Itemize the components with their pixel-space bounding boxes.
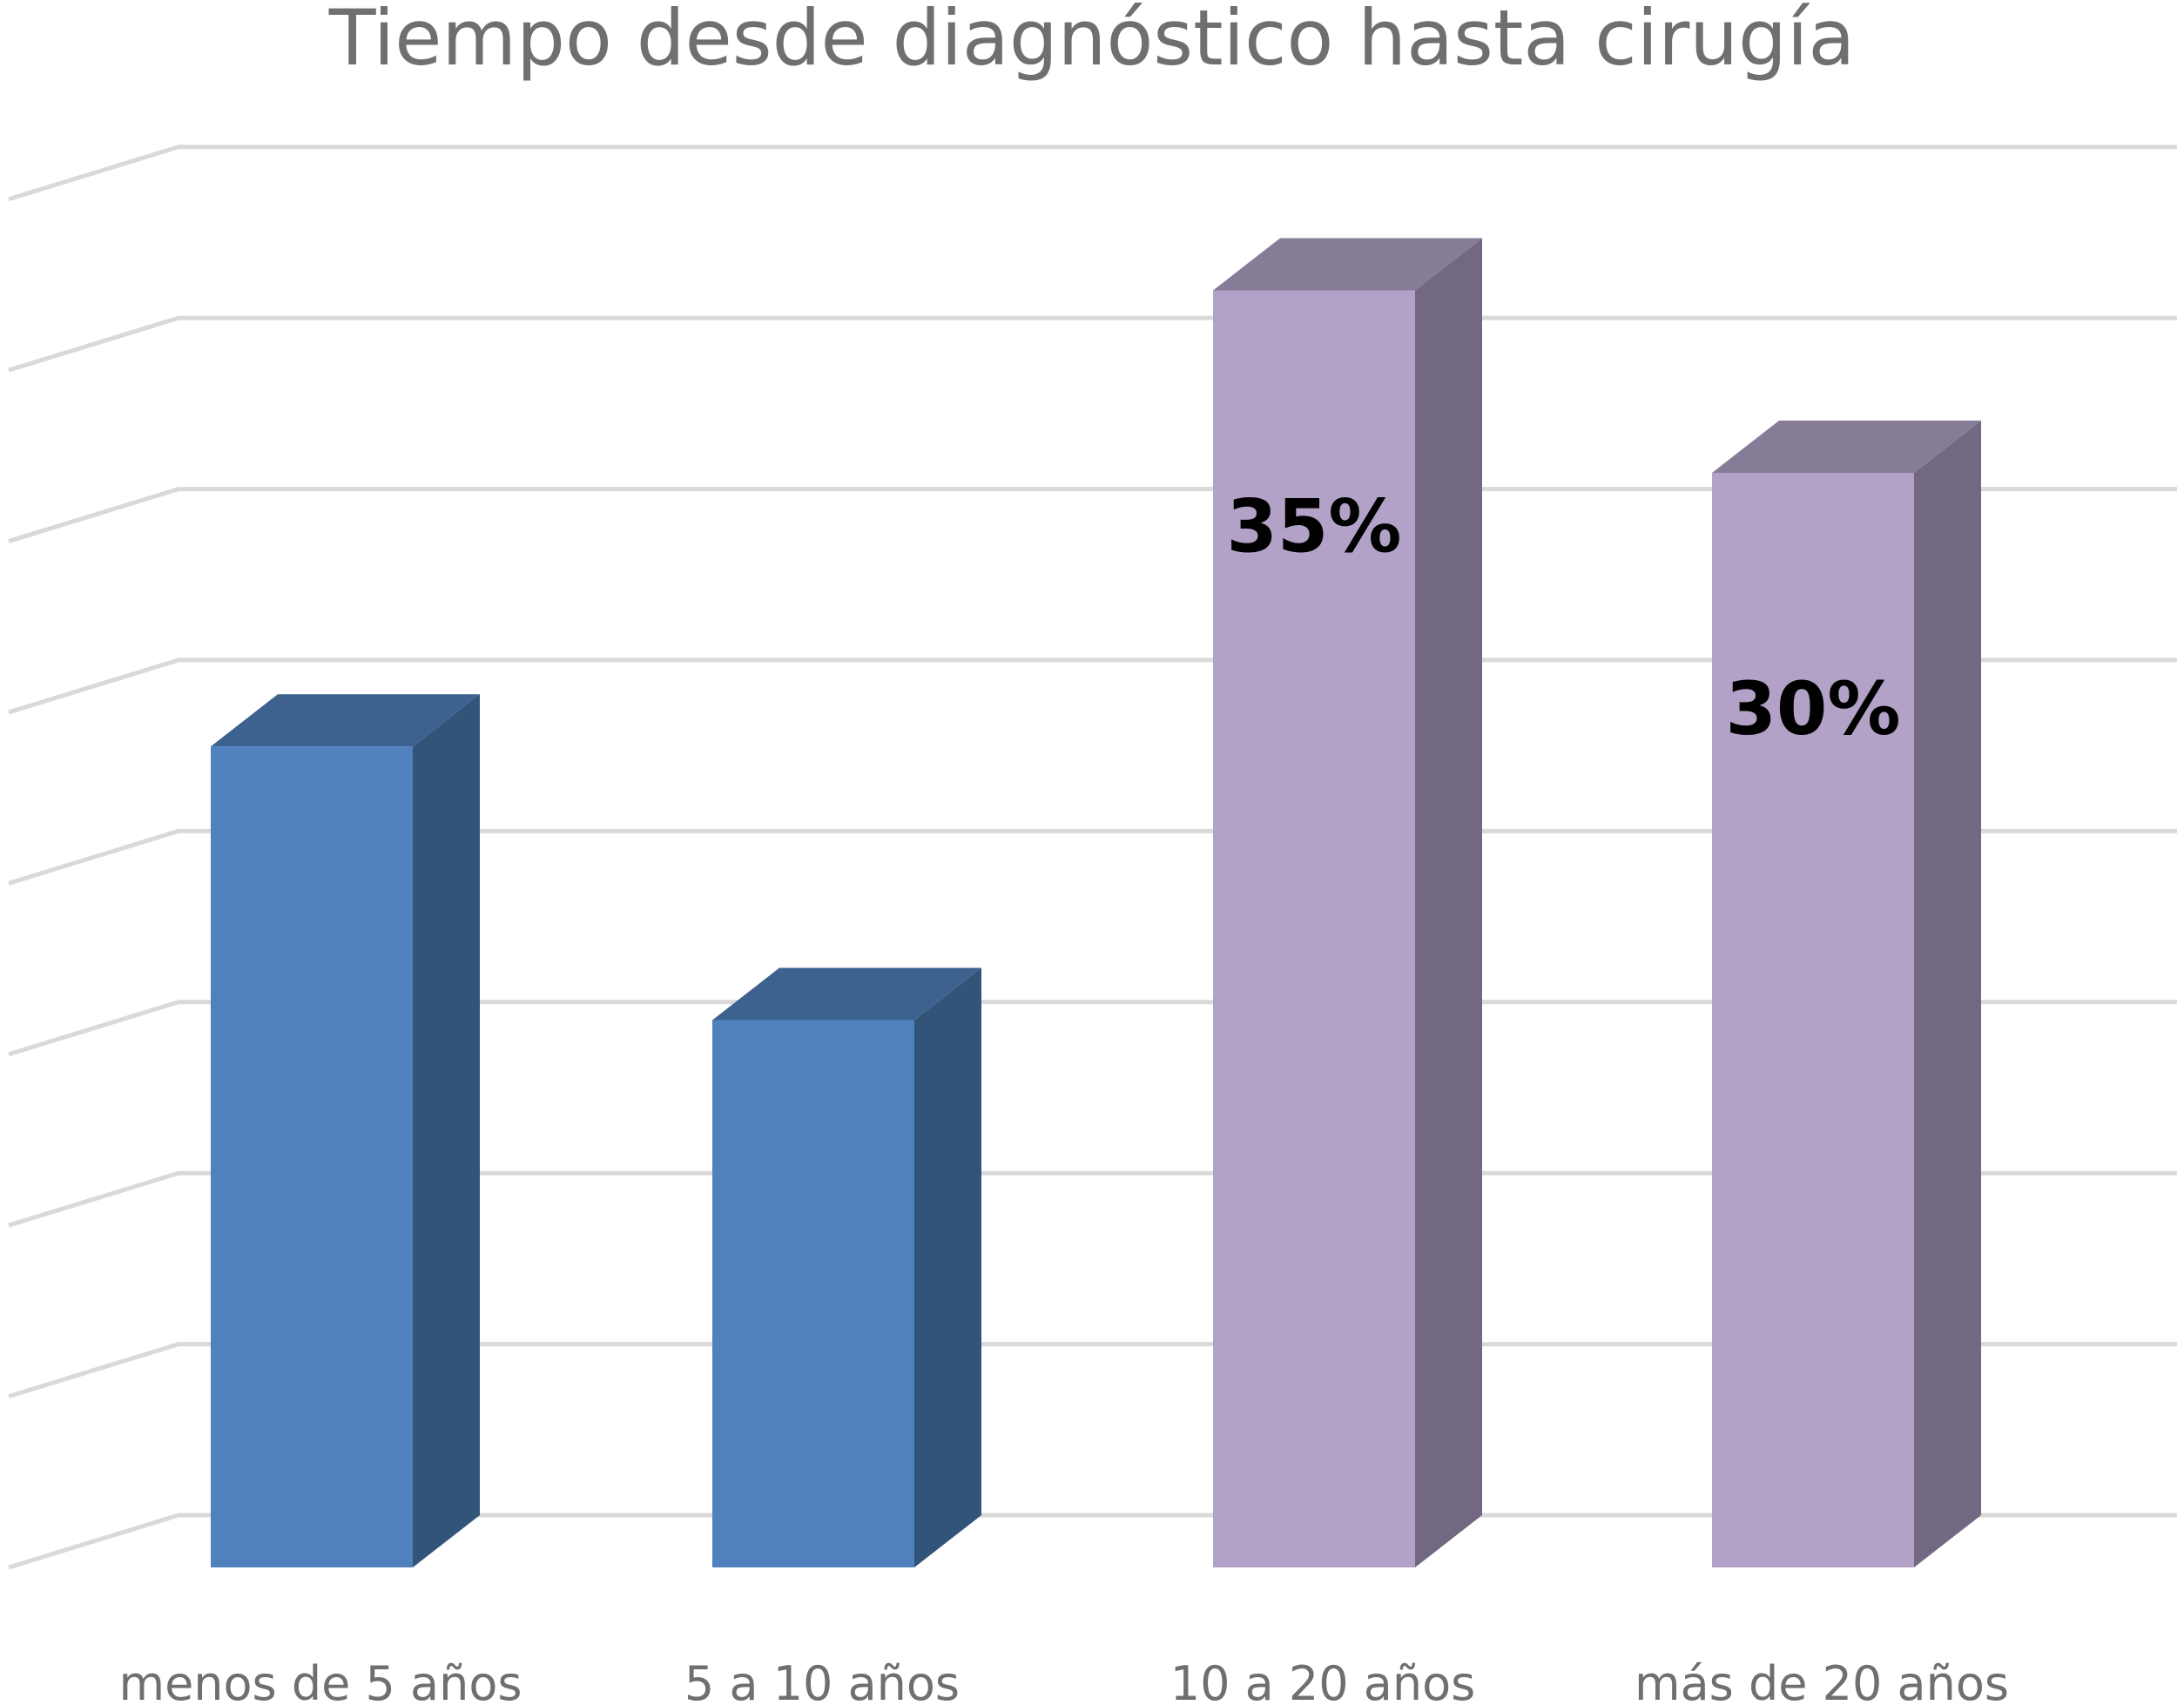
bar [712,967,981,1567]
bar-top [211,694,480,747]
data-labels: 35% 30% [1226,484,1900,752]
gridline [8,315,2177,373]
gridlines [8,145,2177,1570]
gridline [8,1170,2177,1228]
x-tick-label: más de 20 años [1635,1656,2009,1705]
gridline [8,1342,2177,1398]
data-label: 35% [1226,484,1401,569]
x-tick-label: 10 a 20 años [1170,1656,1476,1705]
bar-front [1213,290,1415,1567]
bar-top [1712,421,1981,473]
bar-side [1415,238,1482,1567]
bar [1712,421,1981,1567]
x-axis-ticks: menos de 5 años 5 a 10 años 10 a 20 años má… [118,1656,2009,1705]
bar-front [211,746,413,1567]
bar-side [1914,421,1981,1567]
gridline [8,828,2177,886]
chart-title: Tiempo desde diagnóstico hasta cirugía [328,0,1856,83]
bar-top [1213,238,1482,291]
gridline [8,657,2177,715]
bar-side [413,694,480,1567]
gridline [8,1000,2177,1057]
bar-top [712,967,981,1021]
bar-front [1712,473,1914,1567]
bar-side [914,967,981,1567]
bar-front [712,1020,914,1567]
gridline [8,487,2177,543]
gridline [8,1513,2177,1570]
x-tick-label: 5 a 10 años [684,1656,960,1705]
gridline [8,145,2177,202]
bars [211,238,1981,1567]
bar [211,694,480,1567]
x-tick-label: menos de 5 años [118,1656,522,1705]
data-label: 30% [1725,666,1900,751]
bar [1213,238,1482,1567]
